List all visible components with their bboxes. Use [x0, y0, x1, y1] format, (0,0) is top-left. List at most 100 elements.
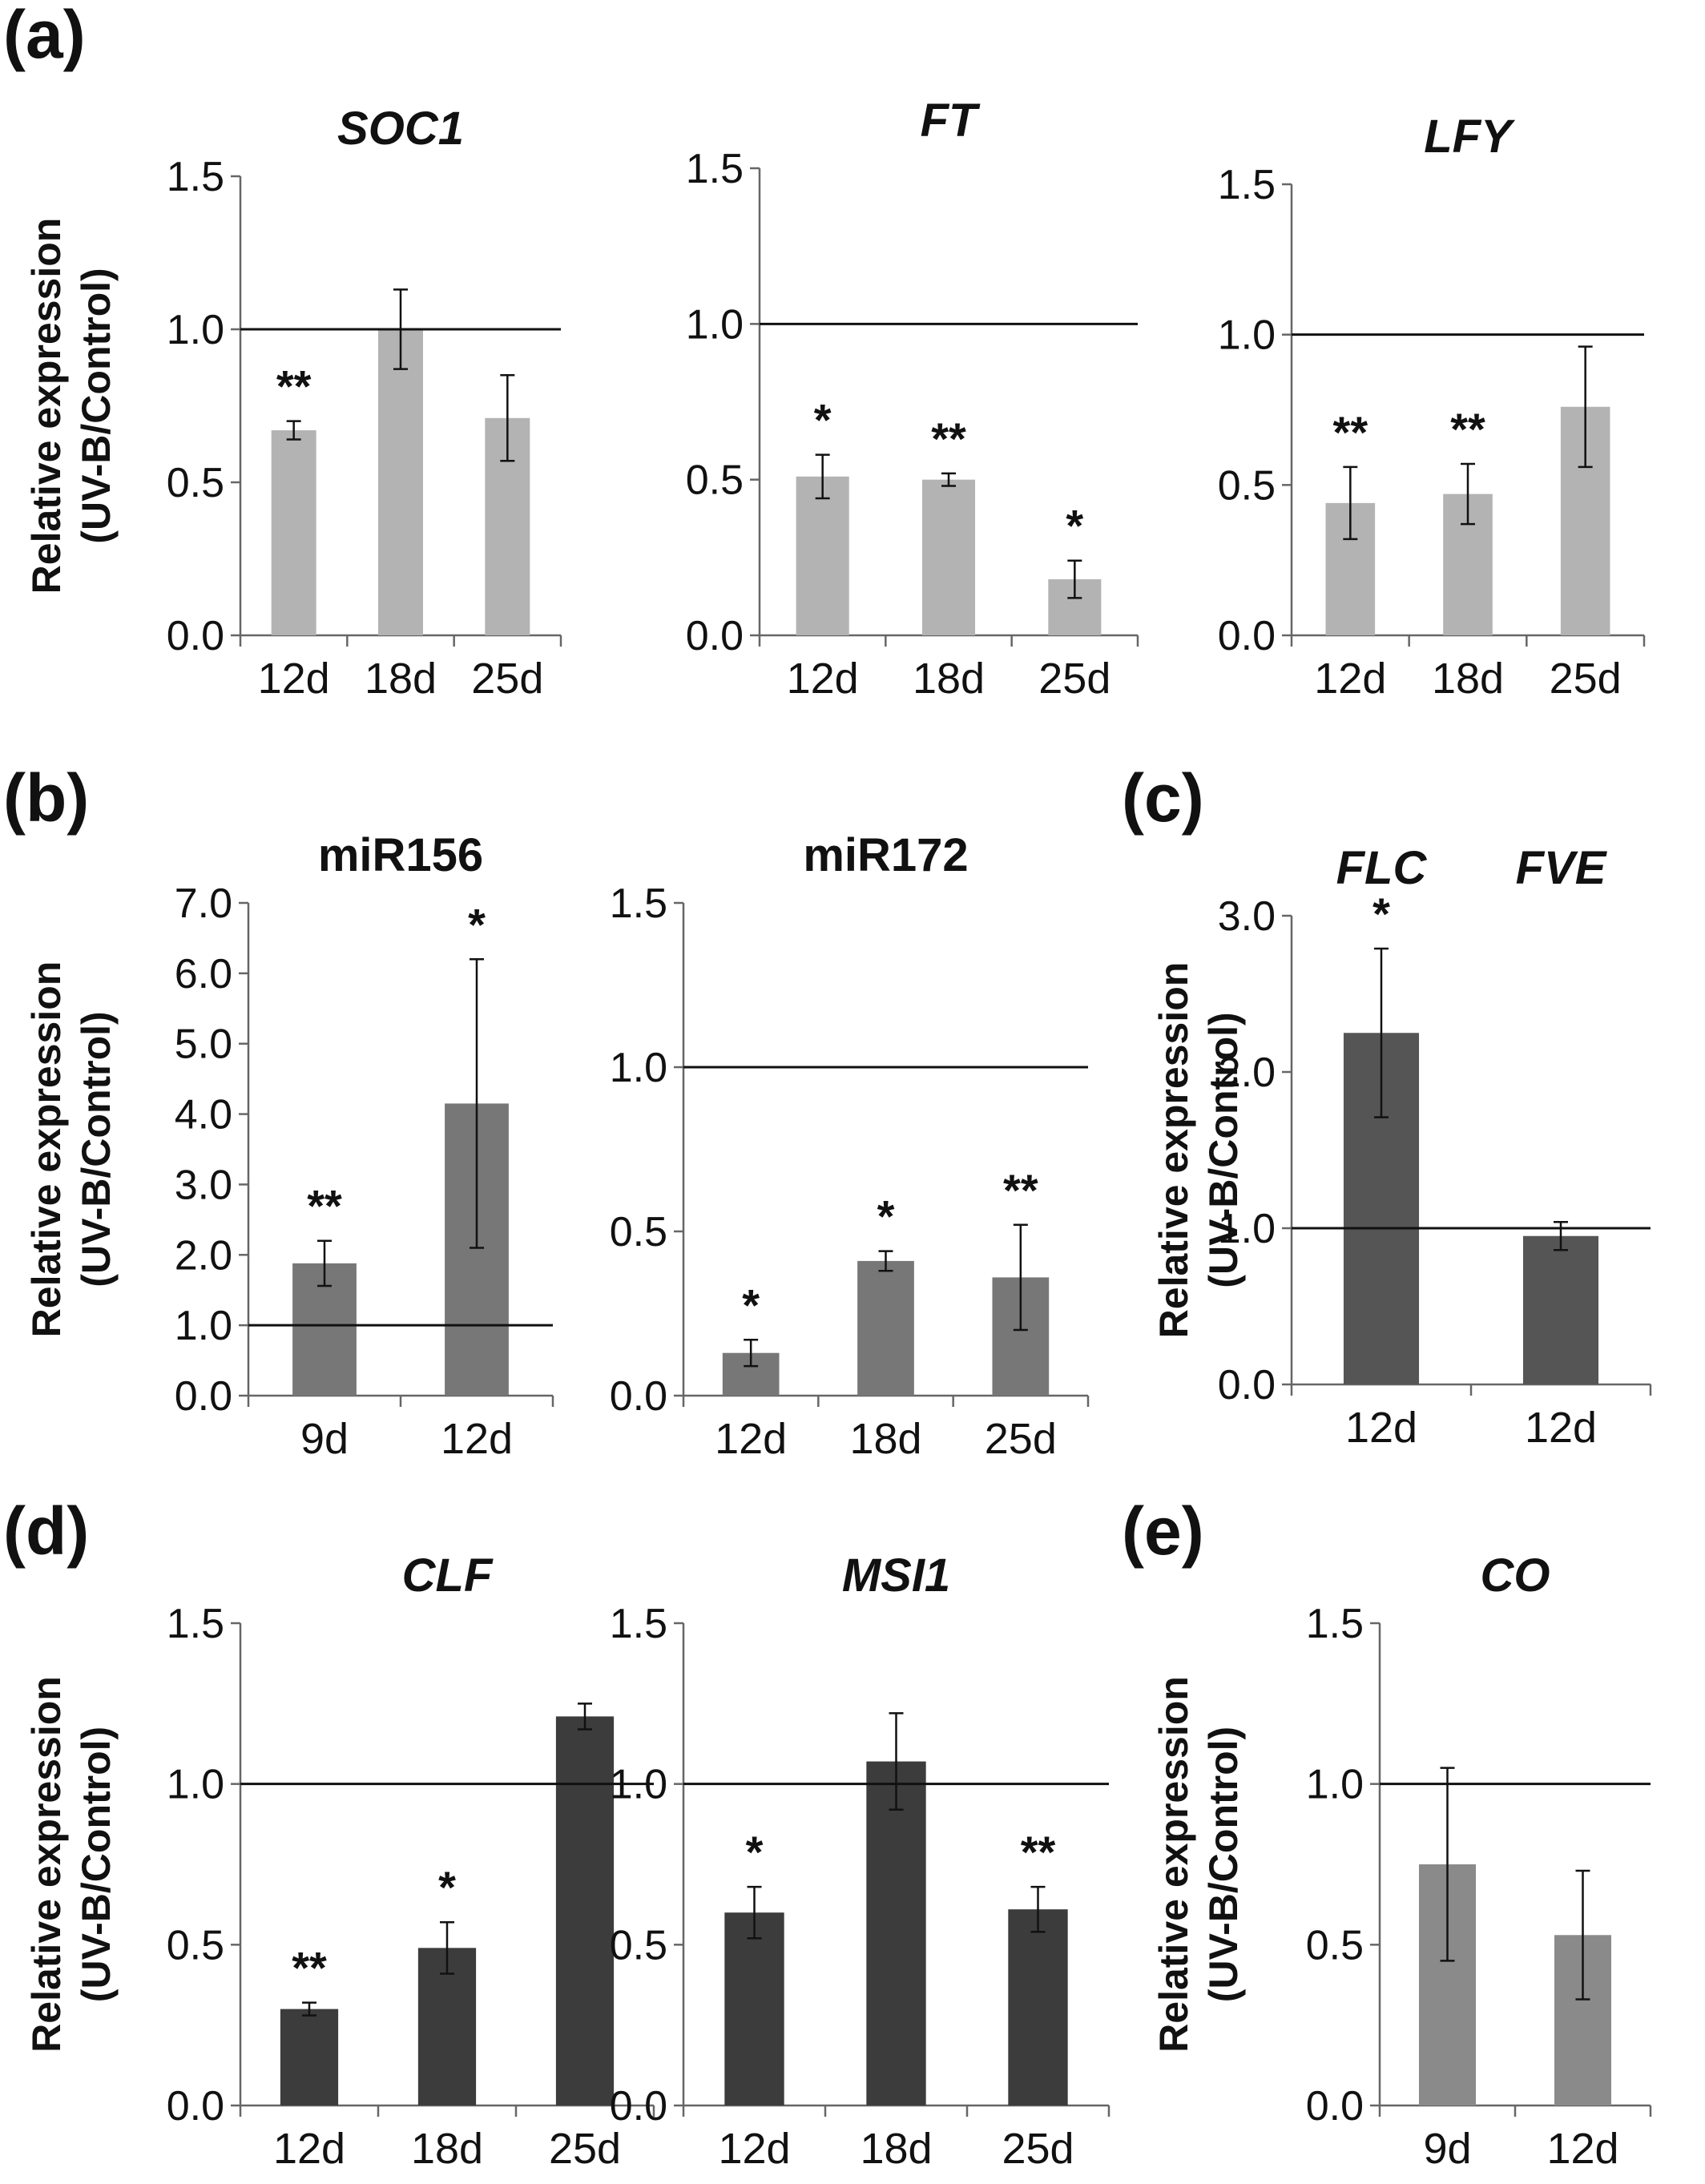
significance-marker: **: [931, 413, 966, 464]
x-category-label: 9d: [1423, 2125, 1471, 2173]
bar: [378, 329, 423, 635]
x-category-label: 25d: [1002, 2125, 1074, 2173]
significance-marker: *: [1066, 501, 1083, 551]
chart-title: miR156: [318, 829, 483, 881]
y-tick-label: 0.0: [686, 613, 744, 659]
y-tick-label: 6.0: [175, 951, 232, 997]
chart-title: FT: [921, 95, 981, 147]
y-tick-label: 0.0: [167, 613, 224, 659]
y-tick-label: 1.0: [686, 301, 744, 348]
y-tick-label: 4.0: [175, 1092, 232, 1138]
x-category-label: 12d: [718, 2125, 790, 2173]
x-category-label: 12d: [715, 1415, 787, 1463]
x-category-label: 25d: [985, 1415, 1057, 1463]
chart-3-mir156: 0.0 1.0 2.0 3.0 4.0 5.0 6.0 7.0 ** 9d * 12d miR156 Re…: [24, 829, 554, 1463]
y-tick-label: 1.5: [167, 154, 224, 200]
x-category-label: 18d: [1432, 655, 1504, 703]
y-axis-title: Relative expression (UV-B/Control): [24, 218, 119, 594]
significance-marker: *: [742, 1279, 760, 1330]
y-tick-label: 1.0: [167, 1762, 224, 1808]
x-category-label: 12d: [441, 1415, 513, 1463]
y-tick-label: 0.0: [1218, 613, 1276, 659]
chart-4-mir172: 0.0 0.5 1.0 1.5 * 12d * 18d ** 25d miR172: [610, 829, 1090, 1463]
x-category-label: 25d: [1038, 655, 1110, 703]
y-tick-label: 2.0: [175, 1232, 232, 1279]
chart-5-flc: 0.0 1.0 2.0 3.0 * 12d 12d FLC FVE Relative expres…: [1151, 842, 1652, 1452]
bar: [555, 1716, 615, 2105]
bar: [280, 2009, 339, 2105]
y-tick-label: 0.0: [1218, 1362, 1276, 1408]
chart-title-2: FVE: [1516, 842, 1608, 894]
panel-label-a: (a): [3, 0, 86, 72]
y-tick-label: 3.0: [175, 1162, 232, 1208]
x-category-label: 12d: [258, 655, 330, 703]
y-tick-label: 0.5: [610, 1209, 667, 1255]
significance-marker: **: [1003, 1165, 1038, 1215]
panel-label-d: (d): [3, 1493, 89, 1569]
significance-marker: *: [814, 395, 832, 445]
chart-8-co: 0.0 0.5 1.0 1.5 9d 12d CO Relative expression (U…: [1151, 1549, 1652, 2173]
y-tick-label: 1.5: [1306, 1601, 1364, 1647]
y-tick-label: 1.0: [1218, 1206, 1276, 1252]
significance-marker: **: [307, 1181, 342, 1231]
y-tick-label: 0.0: [175, 1373, 232, 1420]
significance-marker: *: [1372, 889, 1390, 939]
bar: [724, 1912, 784, 2105]
chart-title: MSI1: [842, 1549, 950, 1602]
significance-marker: *: [746, 1827, 764, 1877]
x-category-label: 12d: [787, 655, 859, 703]
chart-title: FLC: [1336, 842, 1428, 894]
x-category-label: 18d: [913, 655, 985, 703]
significance-marker: **: [1021, 1827, 1056, 1877]
y-tick-label: 7.0: [175, 880, 232, 927]
y-axis-title: Relative expression (UV-B/Control): [24, 1676, 119, 2053]
y-tick-label: 1.5: [610, 880, 667, 927]
bar: [1522, 1235, 1599, 1384]
x-category-label: 25d: [1550, 655, 1622, 703]
significance-marker: *: [877, 1191, 895, 1242]
x-category-label: 12d: [1345, 1404, 1417, 1452]
y-tick-label: 1.0: [610, 1045, 667, 1091]
x-category-label: 18d: [860, 2125, 932, 2173]
y-tick-label: 1.0: [175, 1303, 232, 1349]
chart-title: LFY: [1424, 111, 1516, 163]
y-tick-label: 0.5: [1306, 1922, 1364, 1968]
x-category-label: 12d: [1525, 1404, 1597, 1452]
x-category-label: 25d: [549, 2125, 621, 2173]
bar: [921, 479, 976, 635]
panel-label-c: (c): [1122, 760, 1204, 836]
y-tick-label: 0.0: [610, 1373, 667, 1420]
y-tick-label: 1.5: [686, 146, 744, 192]
bar: [866, 1761, 926, 2105]
panel-label-b: (b): [3, 760, 89, 836]
bar: [796, 476, 849, 635]
y-tick-label: 1.0: [1218, 312, 1276, 359]
y-tick-label: 1.0: [610, 1762, 667, 1808]
bar: [1008, 1909, 1068, 2105]
chart-1-ft: 0.0 0.5 1.0 1.5 * 12d ** 18d * 25d FT: [686, 95, 1139, 703]
chart-title: CLF: [402, 1549, 494, 1602]
bar: [857, 1260, 914, 1396]
chart-title: miR172: [803, 829, 968, 881]
chart-6-clf: 0.0 0.5 1.0 1.5 ** 12d * 18d 25d CLF Relative expr…: [24, 1549, 655, 2173]
y-tick-label: 0.0: [167, 2083, 224, 2130]
significance-marker: **: [1333, 407, 1368, 457]
y-tick-label: 2.0: [1218, 1050, 1276, 1096]
x-category-label: 12d: [1314, 655, 1386, 703]
chart-7-msi1: 0.0 0.5 1.0 1.5 * 12d 18d ** 25d MSI1: [610, 1549, 1110, 2173]
y-tick-label: 1.5: [610, 1601, 667, 1647]
y-axis-title: Relative expression (UV-B/Control): [24, 961, 119, 1338]
significance-marker: **: [292, 1943, 327, 1993]
y-tick-label: 1.5: [1218, 162, 1276, 208]
y-tick-label: 3.0: [1218, 893, 1276, 940]
significance-marker: *: [468, 899, 486, 949]
chart-0-soc1: 0.0 0.5 1.0 1.5 ** 12d 18d 25d SOC1 Relative expr…: [24, 103, 562, 703]
y-axis-title: Relative expression (UV-B/Control): [1151, 962, 1246, 1339]
x-category-label: 9d: [300, 1415, 349, 1463]
x-category-label: 12d: [273, 2125, 345, 2173]
x-category-label: 25d: [471, 655, 543, 703]
chart-title: CO: [1481, 1549, 1550, 1602]
y-tick-label: 0.5: [167, 1922, 224, 1968]
